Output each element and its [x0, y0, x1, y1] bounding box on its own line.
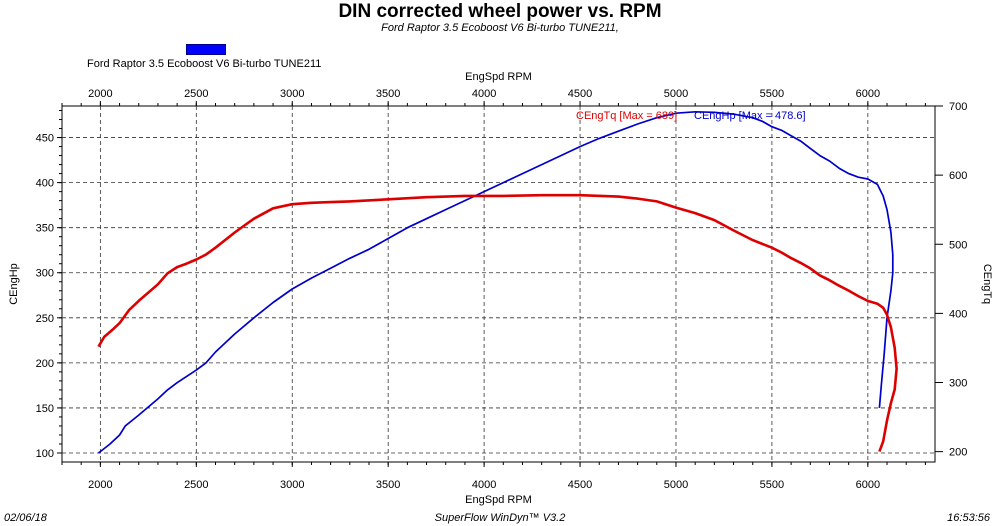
x-axis-label-bottom: EngSpd RPM — [465, 494, 532, 506]
legend-swatch — [186, 44, 226, 55]
tick-label-left: 400 — [36, 178, 54, 190]
tick-label-top: 5000 — [664, 88, 688, 100]
legend-label: Ford Raptor 3.5 Ecoboost V6 Bi-turbo TUN… — [87, 58, 322, 70]
annotation-cengtq: CEngTq [Max = 689] — [576, 110, 677, 122]
tick-label-left: 150 — [36, 403, 54, 415]
tick-label-top: 5500 — [760, 88, 784, 100]
tick-label-bottom: 3000 — [280, 479, 304, 491]
series-line-cenghp — [97, 110, 894, 454]
tick-label-top: 4000 — [472, 88, 496, 100]
tick-label-top: 2000 — [88, 88, 112, 100]
tick-label-right: 400 — [949, 308, 967, 320]
footer-date: 02/06/18 — [4, 512, 47, 524]
tick-label-right: 500 — [949, 239, 967, 251]
tick-label-bottom: 2500 — [184, 479, 208, 491]
tick-label-top: 4500 — [568, 88, 592, 100]
annotation-cenghp: CEngHp [Max = 478.6] — [694, 110, 806, 122]
plot-area — [61, 105, 936, 463]
tick-label-bottom: 2000 — [88, 479, 112, 491]
y-axis-label-left: CEngHp — [8, 263, 20, 305]
tick-label-bottom: 3500 — [376, 479, 400, 491]
tick-label-top: 2500 — [184, 88, 208, 100]
series-line-cengtq — [97, 193, 898, 453]
tick-label-top: 6000 — [856, 88, 880, 100]
tick-label-top: 3000 — [280, 88, 304, 100]
tick-label-left: 200 — [36, 358, 54, 370]
tick-label-right: 600 — [949, 170, 967, 182]
tick-label-bottom: 5500 — [760, 479, 784, 491]
tick-label-right: 700 — [949, 101, 967, 113]
tick-label-left: 300 — [36, 268, 54, 280]
chart-title: DIN corrected wheel power vs. RPM — [338, 1, 662, 22]
tick-label-bottom: 4500 — [568, 479, 592, 491]
footer-time: 16:53:56 — [947, 512, 990, 524]
y-axis-label-right: CEngTq — [981, 264, 993, 304]
tick-label-right: 200 — [949, 447, 967, 459]
tick-label-bottom: 4000 — [472, 479, 496, 491]
tick-label-bottom: 5000 — [664, 479, 688, 491]
tick-label-bottom: 6000 — [856, 479, 880, 491]
chart-subtitle: Ford Raptor 3.5 Ecoboost V6 Bi-turbo TUN… — [381, 22, 619, 34]
tick-label-left: 350 — [36, 223, 54, 235]
tick-label-left: 250 — [36, 313, 54, 325]
tick-label-left: 100 — [36, 448, 54, 460]
footer-software: SuperFlow WinDyn™ V3.2 — [434, 512, 566, 524]
tick-label-left: 450 — [36, 133, 54, 145]
tick-label-right: 300 — [949, 378, 967, 390]
x-axis-label-top: EngSpd RPM — [465, 71, 532, 83]
tick-label-top: 3500 — [376, 88, 400, 100]
